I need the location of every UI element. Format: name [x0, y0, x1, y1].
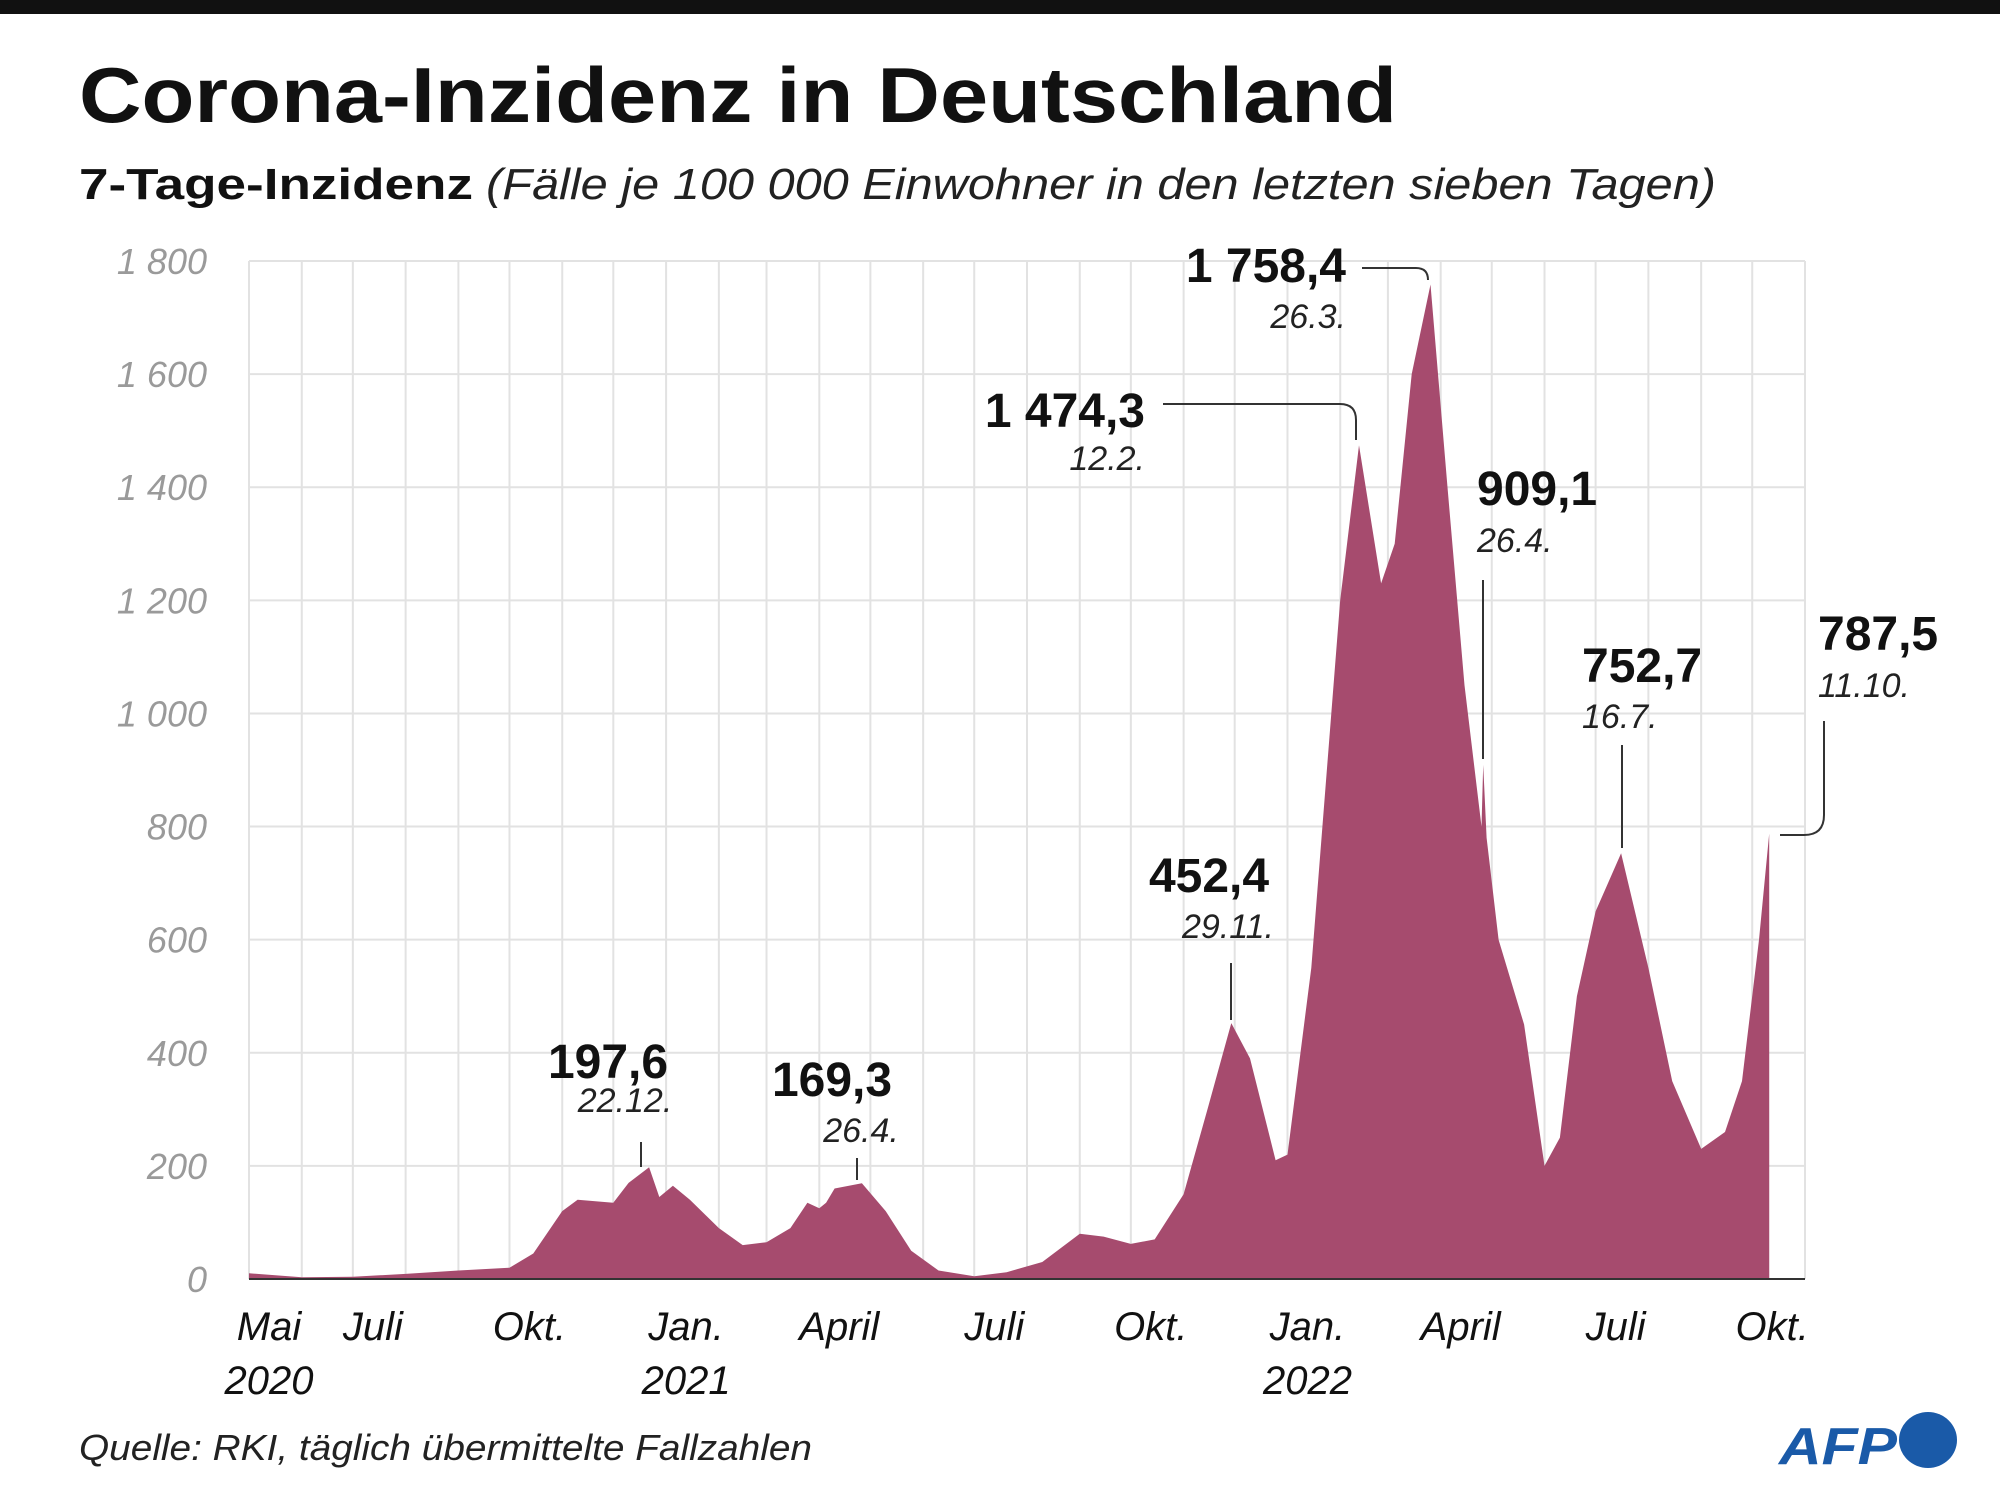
x-tick-label: Jan.: [647, 1305, 724, 1349]
peak-value: 787,5: [1818, 608, 1938, 661]
source-note: Quelle: RKI, täglich übermittelte Fallza…: [79, 1427, 812, 1468]
x-tick-label: Okt.: [1114, 1305, 1187, 1349]
peak-annotation: 787,5 11.10.: [1780, 608, 1938, 836]
peak-annotation: 169,3 26.4.: [772, 1054, 899, 1180]
peak-value: 752,7: [1582, 640, 1702, 693]
y-tick-label: 0: [187, 1259, 207, 1300]
y-tick-label: 1 400: [117, 467, 207, 508]
y-tick-label: 1 800: [117, 241, 207, 282]
afp-logo-circle: [1899, 1412, 1957, 1468]
afp-logo-text: AFP: [1777, 1418, 1898, 1476]
incidence-area: [249, 284, 1770, 1279]
peak-date: 29.11.: [1181, 908, 1274, 946]
y-tick-label: 200: [146, 1146, 207, 1187]
y-tick-label: 1 600: [117, 354, 207, 395]
peak-value: 452,4: [1149, 850, 1269, 903]
peak-date: 22.12.: [577, 1082, 673, 1120]
x-tick-label: Juli: [342, 1305, 404, 1349]
peak-annotation: 452,4 29.11.: [1149, 850, 1274, 1020]
leader-line: [1362, 267, 1429, 281]
y-tick-label: 1 000: [117, 693, 207, 734]
x-tick-label: Juli: [963, 1305, 1025, 1349]
peak-date: 26.4.: [822, 1112, 899, 1150]
peak-date: 26.3.: [1269, 298, 1346, 336]
x-tick-label: Jan.: [1269, 1305, 1346, 1349]
peak-annotation: 1 474,312.2.: [985, 385, 1357, 478]
x-tick-year: 2021: [641, 1359, 731, 1403]
subtitle-bold: 7-Tage-Inzidenz: [79, 160, 473, 209]
peak-annotation: 909,1 26.4.: [1476, 463, 1597, 759]
top-bar: [0, 0, 2000, 14]
x-tick-label: Okt.: [1736, 1305, 1809, 1349]
x-tick-label: Mai: [237, 1305, 303, 1349]
leader-line: [1163, 403, 1357, 440]
peak-annotation: 197,622.12.: [548, 1036, 672, 1167]
x-tick-label: Juli: [1585, 1305, 1647, 1349]
afp-logo: AFP: [1777, 1412, 1957, 1476]
x-tick-label: April: [1419, 1305, 1502, 1349]
y-tick-label: 400: [147, 1033, 207, 1074]
peak-value: 197,6: [548, 1036, 668, 1089]
peak-value: 909,1: [1477, 463, 1597, 516]
axes: 0 200 400 600 800 1 000 1 200 1 400 1 600 1 800 Ma…: [117, 241, 1809, 1403]
x-tick-label: April: [797, 1305, 880, 1349]
x-tick-label: Okt.: [493, 1305, 566, 1349]
peak-date: 16.7.: [1582, 698, 1658, 736]
area-layer: [249, 284, 1770, 1279]
peak-date: 26.4.: [1476, 522, 1553, 560]
y-tick-label: 1 200: [117, 580, 207, 621]
peak-annotation: 752,7 16.7.: [1582, 640, 1702, 848]
chart-title: Corona-Inzidenz in Deutschland: [79, 51, 1397, 139]
peak-annotation: 1 758,4 26.3.: [1186, 240, 1429, 336]
y-tick-label: 600: [147, 920, 207, 961]
annotations: 197,622.12. 169,326.4.452,429.11.1 474,31…: [548, 240, 1938, 1180]
x-tick-year: 2022: [1262, 1359, 1352, 1403]
peak-value: 169,3: [772, 1054, 892, 1107]
subtitle-italic: (Fälle je 100 000 Einwohner in den letzt…: [486, 160, 1716, 209]
y-tick-label: 800: [147, 807, 207, 848]
peak-date: 11.10.: [1818, 667, 1910, 705]
peak-value: 1 474,3: [985, 385, 1145, 438]
x-tick-year: 2020: [224, 1359, 314, 1403]
leader-line: [1780, 721, 1825, 836]
peak-value: 1 758,4: [1186, 240, 1346, 293]
peak-date: 12.2.: [1069, 440, 1145, 478]
